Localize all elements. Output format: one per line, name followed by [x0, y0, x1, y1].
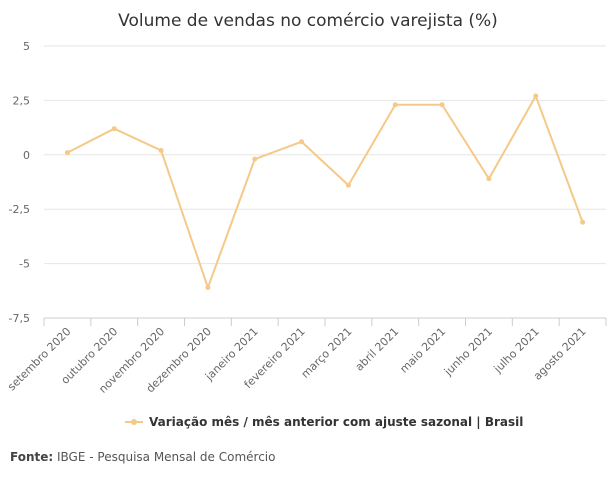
- y-axis: 5 2,5 0 -2,5 -5 -7,5: [9, 40, 30, 325]
- series-group: [64, 93, 586, 291]
- data-point[interactable]: [580, 219, 586, 225]
- legend-dot-marker: [131, 419, 137, 425]
- source-text: IBGE - Pesquisa Mensal de Comércio: [57, 450, 276, 464]
- data-point[interactable]: [64, 150, 70, 156]
- legend-entry: Variação mês / mês anterior com ajuste s…: [149, 415, 523, 429]
- data-point[interactable]: [392, 102, 398, 108]
- data-point[interactable]: [299, 139, 305, 145]
- x-tick-label: julho 2021: [491, 325, 542, 376]
- legend[interactable]: Variação mês / mês anterior com ajuste s…: [125, 415, 523, 429]
- x-tick-label: junho 2021: [441, 325, 495, 379]
- data-point[interactable]: [252, 156, 258, 162]
- y-tick-label: 2,5: [13, 94, 31, 107]
- series-line: [66, 95, 584, 289]
- data-point[interactable]: [486, 176, 492, 182]
- y-tick-label: -7,5: [9, 312, 30, 325]
- source-note: Fonte: IBGE - Pesquisa Mensal de Comérci…: [10, 450, 275, 464]
- data-point[interactable]: [111, 126, 117, 132]
- y-tick-label: -2,5: [9, 203, 30, 216]
- y-tick-label: 0: [23, 149, 30, 162]
- x-tick-label: março 2021: [299, 325, 355, 381]
- chart-title: Volume de vendas no comércio varejista (…: [118, 11, 498, 31]
- x-tick-label: maio 2021: [397, 325, 448, 376]
- y-tick-label: -5: [19, 258, 30, 271]
- data-point[interactable]: [345, 182, 351, 188]
- source-label: Fonte:: [10, 450, 54, 464]
- data-point[interactable]: [158, 147, 164, 153]
- x-tick-label: abril 2021: [353, 325, 402, 374]
- grid: [44, 45, 606, 319]
- y-tick-label: 5: [23, 40, 30, 53]
- data-point[interactable]: [533, 93, 539, 99]
- data-point[interactable]: [439, 102, 445, 108]
- data-point[interactable]: [205, 285, 211, 291]
